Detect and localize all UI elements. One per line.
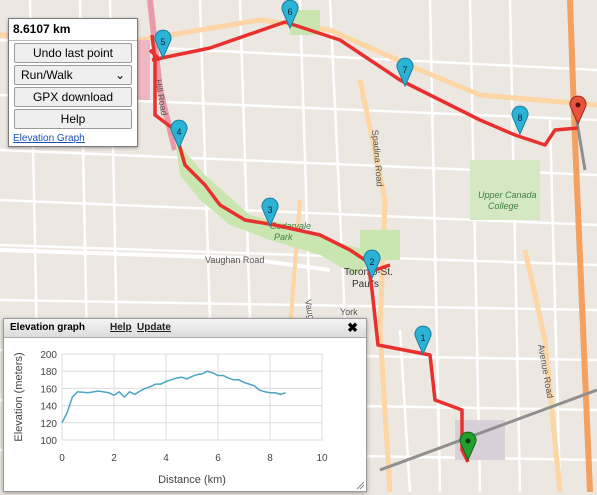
y-tick-label: 120 — [40, 419, 57, 430]
route-marker-5[interactable]: 5 — [154, 29, 172, 60]
label-upper-canada-college-2: College — [488, 201, 519, 211]
y-axis-label: Elevation (meters) — [13, 352, 25, 441]
route-marker-4[interactable]: 4 — [170, 119, 188, 150]
route-marker-label: 8 — [517, 113, 522, 123]
mode-select[interactable]: Run/Walk ⌄ — [14, 65, 132, 85]
x-tick-label: 10 — [316, 453, 328, 464]
route-marker-label: 2 — [369, 257, 374, 267]
route-marker-label: 6 — [287, 7, 292, 17]
end-marker[interactable] — [569, 95, 587, 126]
label-vaughan-road: Vaughan Road — [205, 255, 264, 265]
route-marker-label: 1 — [420, 333, 425, 343]
label-spadina-road: Spadina Road — [370, 129, 385, 187]
route-marker-label: 3 — [267, 205, 272, 215]
close-icon[interactable]: ✖ — [347, 320, 358, 335]
route-marker-label: 7 — [402, 65, 407, 75]
y-tick-label: 140 — [40, 402, 57, 413]
label-toronto-st-pauls-2: Paul's — [352, 279, 379, 290]
elevation-window-header[interactable]: Elevation graph Help Update ✖ — [4, 319, 366, 338]
x-tick-label: 4 — [163, 453, 169, 464]
label-york-partial: York — [340, 307, 358, 317]
y-tick-label: 160 — [40, 384, 57, 395]
mode-select-value: Run/Walk — [21, 68, 73, 82]
route-marker-3[interactable]: 3 — [261, 197, 279, 228]
x-axis-label: Distance (km) — [158, 474, 226, 486]
gpx-download-button[interactable]: GPX download — [14, 87, 132, 107]
y-tick-label: 200 — [40, 350, 57, 361]
elevation-line — [61, 370, 286, 424]
route-marker-8[interactable]: 8 — [511, 105, 529, 136]
elevation-update-link[interactable]: Update — [137, 322, 171, 333]
label-cedarvale-park-2: Park — [274, 232, 293, 242]
x-tick-label: 0 — [59, 453, 65, 464]
route-marker-7[interactable]: 7 — [396, 57, 414, 88]
elevation-chart: 100 120 140 160 180 200 0 2 4 6 8 10 Distance (km) El… — [13, 350, 328, 486]
help-button[interactable]: Help — [14, 109, 132, 129]
route-marker-label: 5 — [160, 37, 165, 47]
undo-last-point-button[interactable]: Undo last point — [14, 43, 132, 63]
route-markers: 1 2 3 4 5 6 7 8 — [154, 0, 587, 462]
route-marker-label: 4 — [176, 127, 181, 137]
x-tick-label: 8 — [267, 453, 273, 464]
plot-area — [61, 353, 323, 441]
route-distance: 8.6107 km — [9, 19, 137, 41]
elevation-graph-window: Elevation graph Help Update ✖ 100 120 140 1… — [3, 318, 367, 492]
chevron-down-icon: ⌄ — [114, 68, 125, 82]
elevation-help-link[interactable]: Help — [110, 322, 132, 333]
label-upper-canada-college: Upper Canada — [478, 190, 537, 200]
label-cedarvale-park: Cedarvale — [270, 221, 311, 231]
route-marker-6[interactable]: 6 — [281, 0, 299, 30]
route-marker-1[interactable]: 1 — [414, 325, 432, 356]
elevation-graph-link[interactable]: Elevation Graph — [13, 133, 85, 144]
route-control-panel: 8.6107 km Undo last point Run/Walk ⌄ GPX … — [8, 18, 138, 147]
x-tick-label: 6 — [215, 453, 221, 464]
start-marker[interactable] — [459, 431, 477, 462]
resize-grip-icon[interactable] — [355, 480, 365, 490]
x-tick-label: 2 — [111, 453, 117, 464]
elevation-window-title: Elevation graph — [10, 322, 86, 333]
y-tick-label: 100 — [40, 436, 57, 447]
route-marker-2[interactable]: 2 — [363, 249, 381, 280]
y-tick-label: 180 — [40, 367, 57, 378]
route-line — [148, 20, 579, 463]
